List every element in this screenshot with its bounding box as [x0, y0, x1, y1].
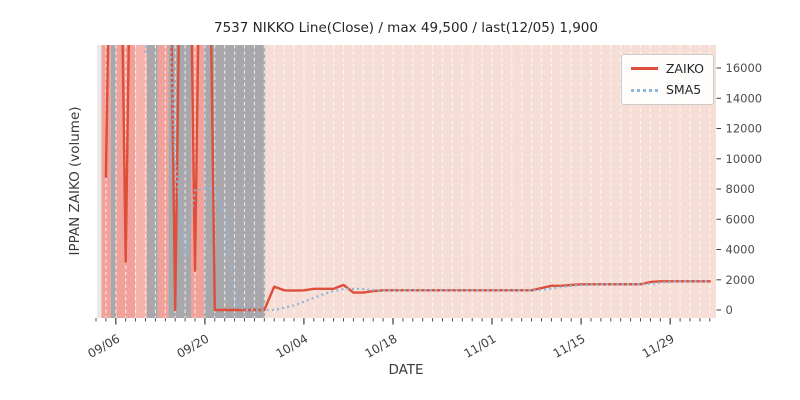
x-axis-label: DATE [388, 362, 424, 378]
y-tick-label: 0 [726, 303, 733, 317]
x-tick-label: 11/01 [462, 331, 499, 360]
y-tick-label: 14000 [726, 91, 763, 105]
legend: ZAIKO SMA5 [621, 54, 714, 105]
legend-item-sma5: SMA5 [631, 82, 704, 97]
background-band-none [97, 45, 102, 318]
y-tick-label: 6000 [726, 212, 755, 226]
y-tick-label: 2000 [726, 273, 755, 287]
x-tick-label: 09/20 [174, 331, 211, 360]
background-band-gray [147, 45, 158, 318]
legend-label: ZAIKO [665, 60, 704, 76]
legend-item-zaiko: ZAIKO [631, 60, 704, 76]
y-tick-label: 16000 [726, 61, 763, 75]
series-line-zaiko [104, 45, 711, 312]
y-tick-label: 4000 [726, 243, 755, 257]
x-tick-label: 09/06 [85, 331, 122, 360]
x-tick-label: 11/15 [551, 331, 588, 360]
sma5-line-swatch [631, 88, 658, 92]
chart-title: 7537 NIKKO Line(Close) / max 49,500 / la… [214, 20, 598, 36]
background-band-salmon_light [135, 45, 147, 318]
background-band-salmon [157, 45, 169, 318]
x-tick-label: 10/04 [273, 331, 310, 360]
y-axis-label: IPPAN ZAIKO (volume) [67, 106, 83, 256]
legend-label: SMA5 [666, 82, 702, 97]
x-tick-label: 11/29 [640, 331, 677, 360]
y-tick-label: 8000 [726, 182, 755, 196]
x-tick-label: 10/18 [363, 331, 400, 360]
background-band-salmon [101, 45, 111, 318]
zaiko-line-swatch [631, 67, 658, 71]
y-tick-label: 10000 [726, 152, 763, 166]
y-tick-label: 12000 [726, 122, 763, 136]
background-band-gray [110, 45, 117, 318]
